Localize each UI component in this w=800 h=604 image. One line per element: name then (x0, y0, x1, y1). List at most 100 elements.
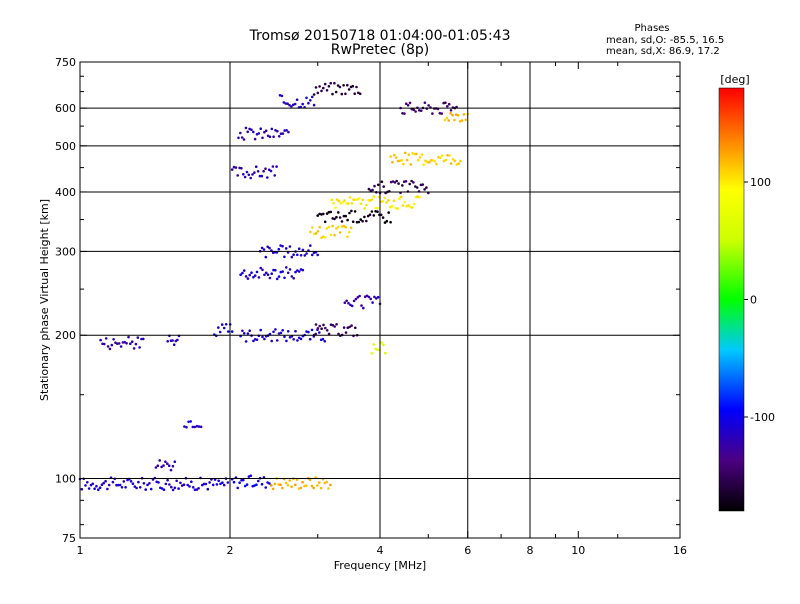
data-point (175, 479, 178, 483)
data-point (312, 103, 316, 107)
data-point (282, 101, 286, 104)
data-point (353, 210, 357, 213)
data-point (425, 186, 428, 189)
data-point (423, 188, 426, 191)
data-point (124, 486, 127, 489)
data-point (138, 346, 141, 349)
data-point (280, 94, 284, 98)
data-point (106, 345, 110, 348)
data-point (392, 153, 396, 157)
data-point (453, 159, 457, 163)
data-point (286, 484, 290, 487)
data-point (365, 203, 368, 207)
data-point (412, 108, 416, 112)
data-point (250, 128, 253, 131)
data-point (335, 227, 338, 230)
data-point (320, 327, 323, 331)
data-point (89, 483, 93, 487)
data-point (340, 92, 344, 96)
data-point (279, 331, 283, 335)
data-point (277, 483, 280, 486)
y-tick-label: 600 (55, 102, 76, 115)
data-point (318, 85, 321, 88)
data-point (346, 202, 350, 205)
data-point (299, 486, 303, 490)
data-point (285, 129, 288, 132)
data-point (294, 329, 297, 333)
data-point (80, 487, 84, 491)
data-point (173, 460, 177, 464)
data-point (383, 221, 387, 224)
data-point (264, 167, 267, 170)
data-point (183, 425, 186, 428)
data-point (316, 253, 320, 257)
data-point (372, 214, 376, 217)
data-point (264, 271, 268, 275)
data-point (257, 276, 261, 279)
data-point (351, 84, 355, 88)
data-point (443, 118, 447, 122)
data-point (412, 181, 415, 184)
data-point (281, 486, 284, 490)
data-point (244, 275, 248, 278)
data-point (132, 347, 136, 350)
data-point (260, 482, 264, 486)
data-point (329, 483, 332, 487)
data-point (166, 340, 169, 343)
data-point (389, 220, 392, 224)
data-point (157, 481, 160, 484)
data-point (416, 158, 420, 162)
data-point (97, 488, 100, 492)
data-point (276, 129, 279, 133)
data-point (261, 268, 264, 272)
data-point (344, 331, 348, 334)
data-point (164, 460, 167, 464)
data-point (376, 210, 379, 213)
data-point (418, 196, 421, 199)
data-point (462, 113, 466, 116)
data-point (129, 480, 133, 483)
data-point (252, 339, 255, 343)
chart-subtitle: RwPretec (8p) (331, 42, 429, 58)
data-point (281, 244, 284, 248)
data-point (376, 183, 380, 187)
data-point (193, 425, 197, 429)
data-point (242, 269, 246, 272)
data-point (199, 425, 203, 429)
data-point (451, 113, 454, 117)
data-point (279, 132, 283, 135)
data-point (100, 483, 104, 487)
data-point (391, 160, 394, 164)
data-point (171, 464, 175, 468)
data-point (407, 153, 411, 157)
data-point (330, 198, 334, 202)
data-point (246, 130, 249, 134)
data-point (257, 132, 261, 135)
data-point (370, 210, 374, 213)
data-point (177, 487, 180, 490)
data-point (423, 101, 427, 104)
x-axis-label: Frequency [MHz] (334, 559, 426, 572)
data-point (426, 160, 429, 164)
data-point (371, 301, 374, 304)
data-point (404, 102, 408, 105)
data-point (323, 220, 327, 224)
data-point (166, 478, 169, 482)
data-point (329, 233, 333, 237)
data-point (294, 483, 297, 487)
data-point (295, 98, 299, 101)
data-point (281, 329, 285, 332)
data-point (390, 204, 394, 208)
data-point (281, 270, 285, 273)
data-point (340, 220, 344, 223)
data-point (264, 486, 268, 489)
data-point (427, 161, 431, 164)
data-point (321, 337, 325, 341)
data-point (310, 484, 314, 488)
data-point (324, 326, 327, 330)
data-point (329, 210, 333, 214)
data-point (429, 159, 433, 162)
data-point (414, 110, 417, 113)
data-point (309, 230, 312, 234)
